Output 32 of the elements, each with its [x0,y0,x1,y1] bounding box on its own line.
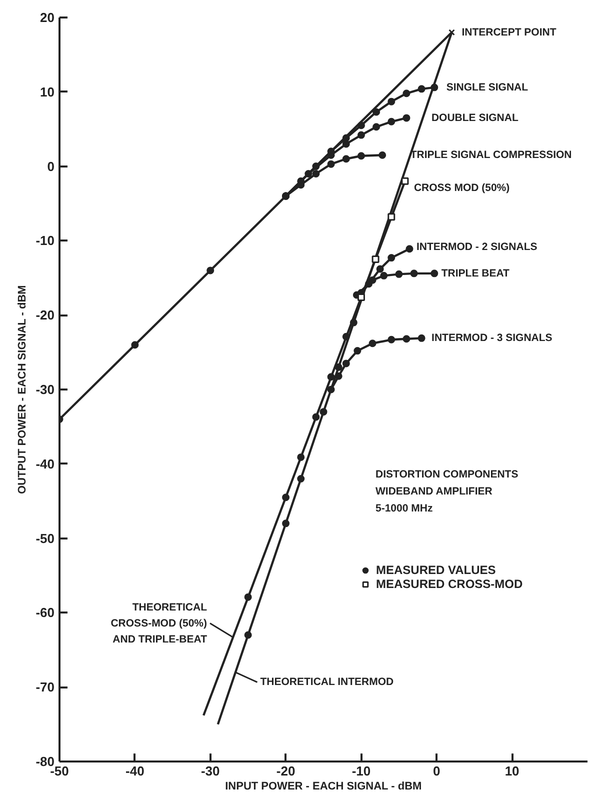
y-tick-label: -40 [36,456,55,472]
annotation: DOUBLE SIGNAL [431,112,519,124]
text: DISTORTION COMPONENTS WIDEBAND AMPLIFIER 5-1000 MHz [376,468,518,514]
annotation: CROSS MOD (50%) [414,182,510,194]
y-tick-label: 10 [40,84,55,100]
legend-label: MEASURED VALUES [376,563,496,577]
y-tick-label: 0 [47,158,55,174]
annotation: INTERMOD - 2 SIGNALS [416,240,538,253]
annotation: INTERCEPT POINT [462,26,557,38]
annotation: SINGLE SIGNAL [446,81,529,94]
y-tick-label: -70 [36,680,55,695]
legend-label: MEASURED CROSS-MOD [376,577,523,591]
y-tick-label: -30 [36,382,55,397]
y-tick-label: -50 [36,530,55,546]
x-tick-label: -40 [126,764,144,778]
x-tick-label: -10 [352,764,371,778]
annotation: THEORETICAL CROSS-MOD (50%) AND TRIPLE-BEAT [110,601,208,646]
annotation: TRIPLE BEAT [441,267,510,280]
x-tick-label: 10 [504,764,520,778]
y-tick-label: -20 [36,308,55,323]
x-tick-label: -20 [276,764,296,778]
annotation: THEORETICAL INTERMOD [260,676,394,688]
x-tick-label: 0 [433,764,440,778]
y-tick-label: -60 [36,605,55,620]
x-tick-label: -30 [200,764,220,778]
annotation: TRIPLE SIGNAL COMPRESSION [410,149,572,162]
y-axis-title: OUTPUT POWER - EACH SIGNAL - dBM [16,285,29,494]
y-tick-label: -80 [36,754,55,769]
y-tick-label: -10 [36,233,55,248]
annotation: INTERMOD - 3 SIGNALS [432,332,552,344]
y-tick-label: 20 [40,10,55,25]
x-axis-title: INPUT POWER - EACH SIGNAL - dBM [225,780,422,792]
